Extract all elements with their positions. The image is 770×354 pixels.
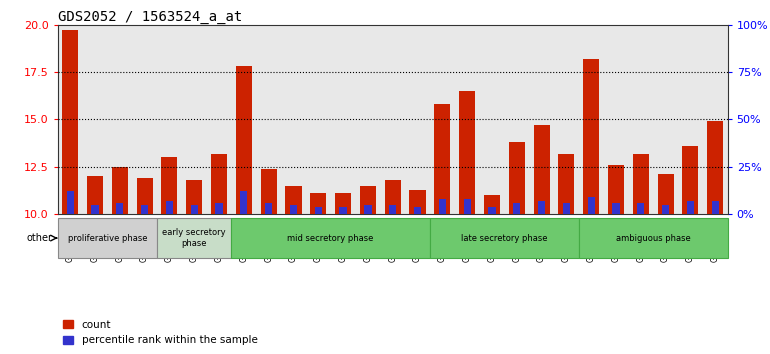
Bar bbox=[534, 125, 550, 214]
Bar bbox=[509, 142, 525, 214]
Bar bbox=[414, 207, 421, 214]
Bar bbox=[191, 205, 198, 214]
Bar bbox=[434, 104, 450, 214]
Bar bbox=[136, 178, 152, 214]
Bar bbox=[662, 205, 669, 214]
Bar bbox=[157, 218, 232, 258]
Bar bbox=[335, 193, 351, 214]
Bar bbox=[439, 199, 446, 214]
Bar bbox=[265, 203, 273, 214]
Bar bbox=[364, 205, 371, 214]
Bar bbox=[385, 180, 400, 214]
Bar bbox=[633, 154, 649, 214]
Bar bbox=[488, 207, 496, 214]
Bar bbox=[459, 91, 475, 214]
Bar bbox=[260, 169, 276, 214]
Bar bbox=[166, 201, 173, 214]
Bar bbox=[638, 203, 644, 214]
Bar bbox=[360, 186, 376, 214]
Bar bbox=[389, 205, 397, 214]
Bar bbox=[612, 203, 620, 214]
Text: GDS2052 / 1563524_a_at: GDS2052 / 1563524_a_at bbox=[58, 10, 242, 24]
Bar bbox=[240, 192, 247, 214]
Bar bbox=[707, 121, 723, 214]
Text: late secretory phase: late secretory phase bbox=[461, 234, 547, 242]
Bar bbox=[558, 154, 574, 214]
Bar bbox=[232, 218, 430, 258]
Text: early secretory
phase: early secretory phase bbox=[162, 228, 226, 248]
Bar bbox=[186, 180, 203, 214]
Bar bbox=[310, 193, 326, 214]
Bar bbox=[410, 189, 426, 214]
Text: mid secretory phase: mid secretory phase bbox=[287, 234, 374, 242]
Bar bbox=[682, 146, 698, 214]
Bar bbox=[62, 30, 79, 214]
Bar bbox=[430, 218, 579, 258]
Bar bbox=[538, 201, 545, 214]
Bar bbox=[141, 205, 148, 214]
Bar bbox=[290, 205, 297, 214]
Bar bbox=[687, 201, 694, 214]
Bar bbox=[340, 207, 346, 214]
Bar bbox=[484, 195, 500, 214]
Bar bbox=[116, 203, 123, 214]
Bar bbox=[513, 203, 521, 214]
Bar bbox=[216, 203, 223, 214]
Bar bbox=[588, 197, 594, 214]
Bar bbox=[608, 165, 624, 214]
Bar bbox=[286, 186, 302, 214]
Bar bbox=[236, 67, 252, 214]
Bar bbox=[711, 201, 719, 214]
Bar bbox=[162, 157, 177, 214]
Bar bbox=[315, 207, 322, 214]
Bar bbox=[579, 218, 728, 258]
Bar bbox=[464, 199, 470, 214]
Bar bbox=[658, 175, 674, 214]
Bar bbox=[87, 176, 103, 214]
Bar bbox=[92, 205, 99, 214]
Text: proliferative phase: proliferative phase bbox=[68, 234, 147, 242]
Bar bbox=[112, 167, 128, 214]
Text: other: other bbox=[27, 233, 53, 243]
Bar bbox=[66, 192, 74, 214]
Legend: count, percentile rank within the sample: count, percentile rank within the sample bbox=[63, 320, 258, 345]
Text: ambiguous phase: ambiguous phase bbox=[616, 234, 691, 242]
Bar bbox=[211, 154, 227, 214]
Bar bbox=[583, 59, 599, 214]
Bar bbox=[58, 218, 157, 258]
Bar bbox=[563, 203, 570, 214]
